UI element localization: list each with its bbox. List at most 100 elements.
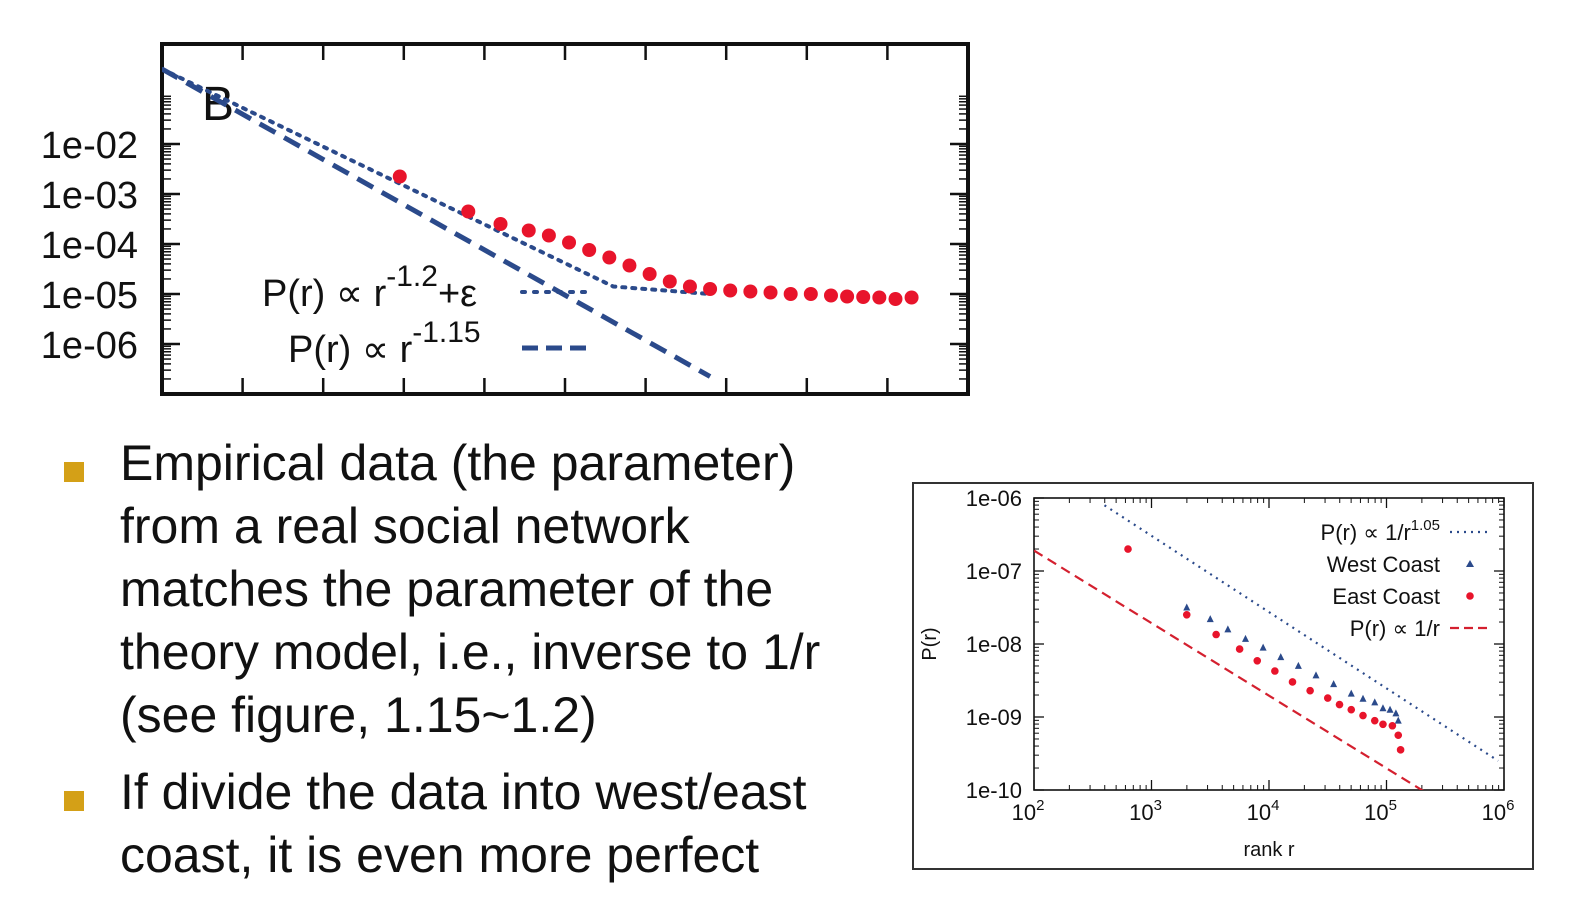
data-point-triangle: [1259, 643, 1267, 651]
data-point-circle: [1394, 731, 1403, 740]
data-point-triangle: [1224, 625, 1232, 633]
data-point-circle: [1288, 678, 1297, 686]
x-tick-label: 103: [1129, 797, 1162, 825]
bullet-line: (see figure, 1.15~1.2): [120, 687, 597, 743]
plot-area: [162, 66, 919, 379]
data-point-triangle: [1294, 661, 1302, 669]
legend-label: P(r) ∝ r-1.15: [288, 316, 481, 371]
data-point: [392, 169, 407, 184]
legend-label: P(r) ∝ r-1.2+ε: [262, 260, 477, 315]
y-tick-label: 1e-08: [966, 632, 1022, 657]
fit-line: [1034, 549, 1424, 790]
legend-label-exp: -1.2: [386, 260, 438, 293]
x-tick-label: 105: [1364, 797, 1397, 825]
y-axis-label: P(r): [919, 627, 941, 660]
data-point-circle: [1335, 700, 1344, 709]
data-point-circle: [1235, 645, 1244, 653]
x-tick-exp: 4: [1271, 797, 1279, 814]
bullet-item-2: If divide the data into west/east coast,…: [60, 761, 880, 887]
data-point-circle: [1359, 711, 1367, 720]
data-point: [856, 290, 871, 304]
x-tick-exp: 2: [1036, 797, 1044, 814]
data-point-circle: [1182, 611, 1191, 619]
legend-label-main: P(r) ∝ 1/r: [1350, 616, 1440, 641]
data-point-circle: [1212, 630, 1220, 639]
data-point: [872, 290, 887, 305]
panel-label: B: [202, 78, 234, 131]
y-tick-label: 1e-04: [41, 225, 138, 267]
data-point: [582, 243, 597, 257]
data-point-circle: [1323, 694, 1332, 702]
data-point-triangle: [1242, 634, 1249, 642]
data-point-triangle: [1394, 716, 1402, 724]
bullet-line: coast, it is even more perfect: [120, 827, 760, 883]
legend-swatch-circle: [1466, 592, 1474, 600]
data-point-circle: [1388, 721, 1397, 730]
bullet-square-icon: [64, 462, 84, 482]
data-point-triangle: [1386, 705, 1394, 713]
data-point-circle: [1253, 656, 1262, 665]
y-tick-label: 1e-09: [966, 705, 1022, 730]
y-tick-label: 1e-10: [966, 778, 1022, 803]
data-point: [541, 228, 556, 243]
x-tick-base: 10: [1364, 800, 1388, 825]
data-point: [662, 274, 677, 289]
data-point: [461, 204, 476, 219]
legend-label-main: East Coast: [1332, 584, 1440, 609]
data-point: [743, 284, 758, 299]
data-point: [840, 289, 855, 304]
data-point-circle: [1306, 686, 1314, 695]
data-point: [904, 290, 919, 305]
data-point-triangle: [1277, 653, 1285, 661]
bullet-item-1: Empirical data (the parameter) from a re…: [60, 432, 880, 747]
data-point-circle: [1370, 716, 1379, 725]
y-tick-label: 1e-07: [966, 559, 1022, 584]
fit-line: [162, 67, 713, 296]
plot-frame: [160, 42, 970, 396]
x-tick-exp: 3: [1154, 797, 1162, 814]
data-point: [803, 287, 818, 301]
y-tick-label: 1e-03: [41, 175, 138, 217]
data-point-circle: [1396, 746, 1405, 754]
legend-label-main: West Coast: [1327, 552, 1440, 577]
x-axis-label: rank r: [1243, 839, 1294, 861]
bullet-square-icon: [64, 791, 84, 811]
legend-label: P(r) ∝ 1/r: [1350, 616, 1440, 641]
y-tick-label: 1e-06: [41, 325, 138, 367]
legend-label-exp: -1.15: [412, 316, 480, 349]
y-tick-label: 1e-06: [966, 486, 1022, 511]
data-point-circle: [1347, 705, 1356, 714]
legend-label-main: P(r) ∝ 1/r: [1321, 520, 1411, 545]
legend-label-tail: +ε: [438, 273, 477, 315]
data-point-triangle: [1392, 709, 1400, 717]
data-point: [622, 258, 637, 273]
legend-label-base: P(r) ∝ r: [262, 273, 387, 315]
y-tick-label: 1e-02: [41, 125, 138, 167]
x-tick-label: 102: [1012, 797, 1045, 825]
data-point: [493, 217, 508, 231]
bullet-line: theory model, i.e., inverse to 1/r: [120, 624, 821, 680]
bullet-line: If divide the data into west/east: [120, 764, 807, 820]
data-point: [682, 279, 697, 294]
x-tick-exp: 6: [1506, 797, 1514, 814]
legend-label-sup: 1.05: [1411, 517, 1440, 534]
fit-line: [1103, 504, 1499, 762]
data-point-circle: [1271, 667, 1279, 675]
data-point: [823, 288, 838, 303]
data-point: [783, 287, 798, 301]
bullet-line: from a real social network: [120, 498, 690, 554]
data-point-triangle: [1206, 615, 1214, 623]
bullet-list: Empirical data (the parameter) from a re…: [60, 432, 880, 901]
data-point: [642, 267, 657, 281]
data-point-triangle: [1330, 680, 1338, 688]
data-point-triangle: [1371, 698, 1379, 706]
bullet-text-2: If divide the data into west/east coast,…: [120, 761, 880, 887]
data-point: [562, 235, 577, 250]
data-point-circle: [1379, 720, 1387, 729]
data-point-triangle: [1183, 603, 1191, 611]
figure-border: [912, 482, 1534, 870]
bullet-line: matches the parameter of the: [120, 561, 774, 617]
data-point-triangle: [1359, 694, 1367, 702]
legend-label: West Coast: [1327, 552, 1440, 577]
